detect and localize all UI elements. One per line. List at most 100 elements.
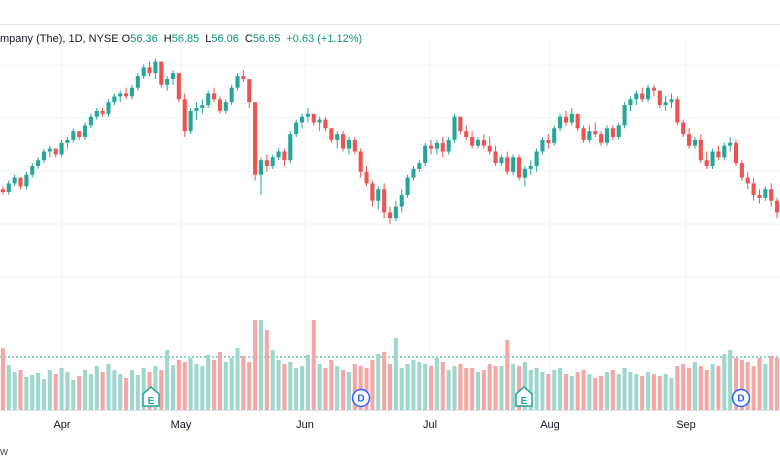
candle [376,186,381,210]
candle-body [763,189,768,198]
candle-body [88,116,93,126]
volume-bar [475,372,481,410]
candle [170,70,176,85]
candle-body [364,171,369,184]
candle-body [141,67,146,77]
candle [106,99,111,117]
candle [182,93,187,137]
volume-bar [622,368,627,410]
volume-bar [604,372,610,410]
candle [616,122,621,140]
candle [200,99,205,114]
dividend-marker[interactable]: D [351,388,371,408]
candle-body [341,134,346,149]
x-tick-label: Jul [423,419,437,431]
earnings-marker[interactable]: E [515,386,533,407]
earnings-marker[interactable]: E [142,386,160,407]
candle [610,125,615,140]
candle [692,137,698,149]
volume-bar [581,370,586,410]
open-value: 56.36 [130,33,158,45]
volume-bar [522,362,527,410]
volume-bar [364,368,369,410]
volume-bar [716,366,721,410]
candle-body [41,151,47,161]
candle [534,148,539,172]
volume-bar [733,358,739,410]
candle-body [153,61,158,74]
low-value: 56.06 [211,33,239,45]
candle-body [657,90,662,106]
volume-bar [387,364,393,410]
candle-body [77,131,82,137]
candle-body [710,151,715,166]
volume-bar [775,358,780,410]
volume-bar [200,366,205,410]
volume-bar [563,374,568,410]
candle [464,125,469,140]
candle-body [124,93,129,97]
candle-body [299,116,305,123]
volume-bar [569,376,574,410]
candle [546,134,551,149]
candle-body [59,142,64,155]
volume-bar [575,372,580,410]
volume-bar [41,379,47,410]
candle-body [546,139,551,143]
candle-body [634,93,639,100]
candle [229,84,234,106]
candle-body [587,131,592,140]
volume-bar [82,370,88,410]
candle [575,113,580,132]
candle-body [129,87,135,97]
candle-body [593,131,598,135]
volume-bar [722,354,727,410]
volume-bar [346,372,351,410]
candle [675,96,680,126]
volume-bar [294,368,299,410]
candle [323,116,328,132]
volume-bar [241,356,246,410]
candle-body [118,93,123,97]
candle-body [346,139,351,149]
candle-body [258,160,264,175]
volume-bar [182,362,187,410]
candle-body [253,102,258,175]
attribution-text: w [0,446,8,458]
candle-body [276,151,281,158]
volume-bar [528,370,533,410]
candle [288,131,293,164]
volume-bar [458,364,463,410]
volume-bar [599,376,604,410]
candle [763,186,768,201]
earnings-label: E [521,396,528,407]
volume-bar [36,373,41,410]
candle-body [370,183,375,201]
dividend-marker[interactable]: D [731,388,751,408]
candle [728,137,733,152]
candle-body [499,157,504,164]
candle [722,142,727,161]
candle [382,183,387,219]
volume-bar [628,372,633,410]
candle-body [552,128,557,143]
x-tick-label: Sep [676,419,696,431]
candle-body [264,160,269,166]
candle-body [182,99,187,132]
volume-bar [88,374,93,410]
candle [434,139,439,155]
volume-bar [534,368,539,410]
volume-bar [135,375,140,410]
open-label: O [121,33,131,45]
candle [12,174,17,187]
candle-body [288,134,293,161]
candle-body [24,174,29,187]
candle-body [376,189,381,201]
candle-body [30,166,35,175]
candle [223,99,228,114]
volume-bar [288,362,293,410]
volume-bar [516,366,522,410]
